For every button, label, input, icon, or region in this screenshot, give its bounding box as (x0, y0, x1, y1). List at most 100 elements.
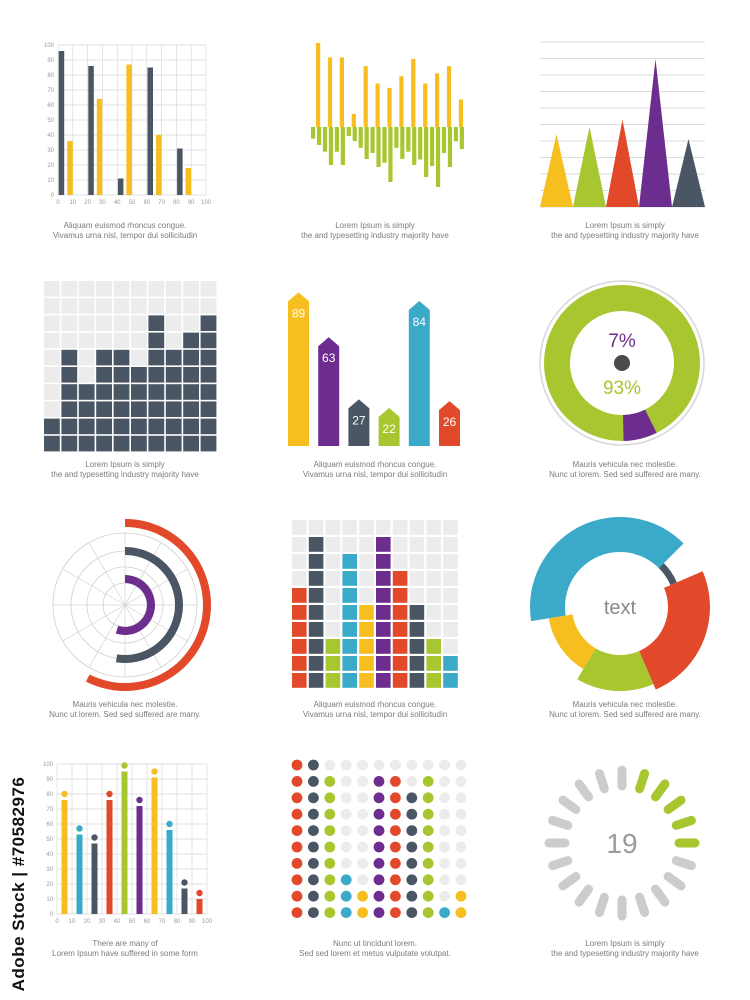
y-tick-label: 0 (50, 912, 54, 918)
block (392, 656, 408, 671)
dot (422, 874, 434, 886)
y-tick-label: 10 (47, 178, 54, 184)
block (376, 622, 391, 637)
dot (439, 808, 450, 820)
y-tick-label: 80 (47, 73, 54, 79)
bar (418, 127, 423, 160)
dot (455, 907, 467, 918)
block (113, 298, 130, 314)
x-tick-label: 100 (201, 200, 212, 206)
bar (435, 127, 441, 187)
x-tick-label: 90 (189, 919, 196, 925)
caption: Lorem Ipsum is simply the and typesettin… (250, 221, 500, 241)
block (96, 401, 112, 417)
dot (324, 759, 336, 771)
block (200, 401, 217, 417)
block (342, 520, 357, 535)
block (78, 281, 95, 297)
block (148, 384, 165, 400)
block (443, 588, 458, 603)
dial-segment (663, 872, 686, 891)
block (113, 384, 130, 400)
arrow-bar (318, 337, 340, 446)
ring-arc (115, 578, 155, 635)
diverging-bar-chart (311, 42, 464, 187)
block (96, 349, 112, 366)
block (342, 605, 357, 620)
block (376, 639, 391, 654)
bar (58, 51, 65, 195)
block (78, 384, 95, 400)
dot (406, 858, 418, 869)
dot (406, 792, 418, 804)
bar-dot (76, 825, 83, 832)
dot (324, 841, 336, 853)
bar (387, 87, 392, 127)
bar (126, 64, 132, 195)
caption-line-1: Nunc ut tincidunt lorem. (332, 939, 418, 948)
radial-line (124, 604, 162, 668)
dot (422, 907, 434, 918)
dot (390, 890, 401, 902)
x-tick-label: 0 (55, 919, 59, 925)
radial-line (88, 604, 126, 668)
block (200, 384, 217, 400)
caption-line-1: Mauris vehicula nec molestie. (572, 460, 678, 469)
bar (406, 127, 411, 152)
bar (185, 168, 192, 195)
ring-segment (639, 571, 710, 690)
dial-segment (651, 884, 670, 907)
arrow-bar-chart: 89 63 27 22 84 26 (288, 292, 460, 446)
percent-label: 93% (603, 378, 641, 399)
bar (388, 127, 393, 182)
dot (308, 907, 319, 918)
ring-arc (125, 547, 140, 557)
caption-line-1: Mauris vehicula nec molestie. (72, 700, 178, 709)
dot (422, 841, 434, 853)
block (409, 571, 425, 586)
center-text: text (604, 597, 637, 619)
block (165, 298, 182, 314)
dot (340, 890, 352, 902)
block (308, 605, 324, 620)
caption: There are many of Lorem Ipsum have suffe… (0, 939, 250, 959)
block (44, 401, 60, 417)
block (131, 435, 147, 452)
block (392, 537, 408, 552)
bar (117, 178, 124, 195)
x-tick-label: 70 (158, 200, 165, 206)
block (131, 332, 147, 349)
bar (121, 771, 128, 914)
bar (458, 99, 463, 127)
caption: Lorem Ipsum is simply the and typesettin… (0, 460, 250, 480)
dot (406, 825, 418, 836)
dot (390, 759, 401, 771)
block (426, 673, 441, 688)
dot (422, 890, 434, 902)
center-dot (614, 355, 630, 371)
dot (422, 825, 434, 836)
y-tick-label: 70 (46, 807, 53, 813)
block (325, 656, 341, 671)
dot (439, 825, 450, 836)
bar-value-label: 27 (352, 413, 366, 427)
peak (639, 58, 672, 208)
x-tick-label: 60 (143, 200, 150, 206)
block (200, 332, 217, 349)
block (376, 537, 391, 552)
block (325, 554, 341, 569)
radial-ring-chart (52, 519, 211, 691)
caption-line-1: Lorem Ipsum is simply (585, 939, 665, 948)
block (200, 281, 217, 297)
dot (390, 907, 401, 918)
block (308, 537, 324, 552)
bar (340, 127, 345, 165)
caption-line-2: Nunc ut lorem. Sed sed suffered are many… (549, 710, 701, 719)
block (342, 588, 357, 603)
caption: Mauris vehicula nec molestie. Nunc ut lo… (500, 700, 750, 720)
caption: Mauris vehicula nec molestie. Nunc ut lo… (500, 460, 750, 480)
arrow-bar (439, 401, 460, 446)
block (113, 281, 130, 297)
dot (324, 907, 336, 918)
caption-line-2: Sed sed lorem et metus vulputate volutpa… (299, 949, 451, 958)
